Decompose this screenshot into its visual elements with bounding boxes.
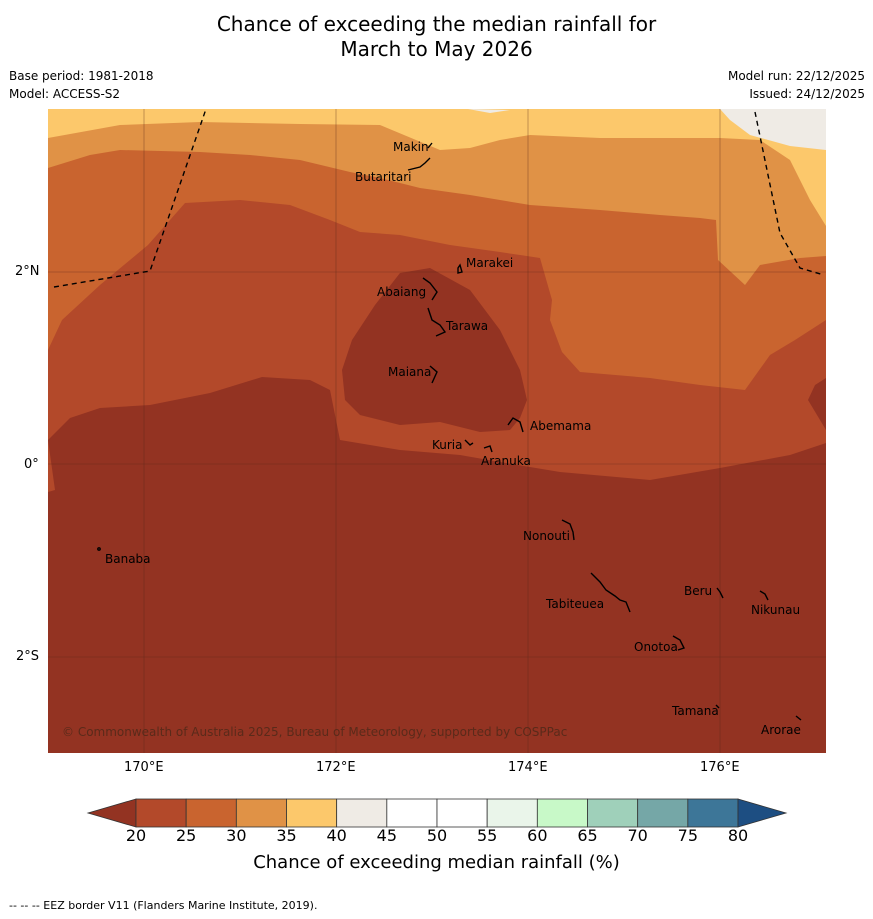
label-abemama: Abemama bbox=[530, 419, 591, 433]
label-tarawa: Tarawa bbox=[445, 319, 488, 333]
colorbar-tick-label: 50 bbox=[426, 826, 448, 845]
eez-footer-note: -- -- -- EEZ border V11 (Flanders Marine… bbox=[9, 899, 318, 912]
label-onotoa: Onotoa bbox=[634, 640, 678, 654]
region-below-20-inner bbox=[342, 268, 527, 432]
colorbar-segment bbox=[235, 798, 287, 828]
eez-border bbox=[53, 109, 825, 288]
colorbar-segment bbox=[587, 798, 639, 828]
colorbar-over-arrow bbox=[737, 798, 788, 828]
colorbar-segment bbox=[436, 798, 488, 828]
colorbar-tick-label: 55 bbox=[476, 826, 498, 845]
island-nonouti-shape bbox=[561, 519, 575, 541]
island-tamana-shape bbox=[715, 704, 720, 709]
eez-border-west bbox=[53, 109, 207, 288]
y-tick-2s: 2°S bbox=[16, 649, 40, 664]
label-makin: Makin bbox=[393, 140, 429, 154]
colorbar-tick-label: 80 bbox=[727, 826, 749, 845]
region-30-35 bbox=[48, 109, 826, 285]
grid-lines bbox=[48, 109, 826, 753]
copyright-text: © Commonwealth of Australia 2025, Bureau… bbox=[62, 725, 567, 739]
label-tabiteuea: Tabiteuea bbox=[545, 597, 604, 611]
island-abemama-shape bbox=[507, 417, 524, 433]
colorbar-segment bbox=[386, 798, 438, 828]
label-banaba: Banaba bbox=[105, 552, 151, 566]
region-20-25-west bbox=[48, 440, 55, 492]
colorbar-tick-label: 35 bbox=[276, 826, 297, 845]
region-35-40-top bbox=[48, 109, 200, 114]
meta-left: Base period: 1981-2018 Model: ACCESS-S2 bbox=[9, 67, 154, 103]
x-tick-176e: 176°E bbox=[700, 760, 740, 775]
island-tabiteuea-shape bbox=[590, 572, 631, 613]
colorbar-segment bbox=[637, 798, 689, 828]
colorbar-tick-label: 60 bbox=[527, 826, 548, 845]
map-title-line1: Chance of exceeding the median rainfall … bbox=[216, 12, 657, 36]
label-nonouti: Nonouti bbox=[523, 529, 570, 543]
x-tick-172e: 172°E bbox=[316, 760, 356, 775]
island-abaiang-shape bbox=[422, 277, 438, 301]
colorbar-tick-label: 25 bbox=[175, 826, 197, 845]
island-marakei-shape bbox=[457, 263, 463, 274]
model-run-text: Model run: 22/12/2025 bbox=[727, 69, 865, 83]
issued-text: Issued: 24/12/2025 bbox=[749, 87, 865, 101]
colorbar-segment bbox=[536, 798, 588, 828]
model-text: Model: ACCESS-S2 bbox=[9, 87, 121, 101]
colorbar-tick-label: 75 bbox=[677, 826, 698, 845]
island-nikunau-shape bbox=[759, 590, 769, 601]
region-40-45 bbox=[720, 109, 826, 150]
colorbar-segment bbox=[135, 798, 187, 828]
colorbar-tick-label: 40 bbox=[326, 826, 347, 845]
label-arorae: Arorae bbox=[761, 723, 801, 737]
label-aranuka: Aranuka bbox=[481, 454, 531, 468]
label-marakei: Marakei bbox=[466, 256, 513, 270]
colorbar-segment bbox=[687, 798, 739, 828]
island-maiana-shape bbox=[429, 365, 438, 384]
island-makin-shape bbox=[427, 142, 433, 149]
colorbar bbox=[86, 798, 788, 828]
island-tarawa-shape bbox=[427, 307, 447, 337]
island-beru-shape bbox=[716, 587, 724, 599]
label-beru: Beru bbox=[684, 584, 712, 598]
y-tick-0: 0° bbox=[24, 457, 39, 472]
region-below-20-east bbox=[808, 378, 826, 430]
island-kuria-shape bbox=[464, 439, 474, 446]
colorbar-segments bbox=[135, 798, 739, 828]
label-tamana: Tamana bbox=[671, 704, 719, 718]
islands bbox=[97, 142, 802, 721]
label-nikunau: Nikunau bbox=[751, 603, 800, 617]
x-tick-170e: 170°E bbox=[124, 760, 164, 775]
region-40-45-top bbox=[468, 109, 510, 113]
colorbar-tick-label: 70 bbox=[627, 826, 648, 845]
y-tick-2n: 2°N bbox=[15, 264, 40, 279]
colorbar-title: Chance of exceeding median rainfall (%) bbox=[253, 852, 620, 873]
island-labels: Makin Butaritari Marakei Abaiang Tarawa … bbox=[105, 140, 801, 737]
colorbar-segment bbox=[185, 798, 237, 828]
base-period-text: Base period: 1981-2018 bbox=[9, 69, 154, 83]
label-maiana: Maiana bbox=[388, 365, 431, 379]
colorbar-tick-label: 30 bbox=[226, 826, 247, 845]
label-butaritari: Butaritari bbox=[355, 170, 412, 184]
map-title-line2: March to May 2026 bbox=[340, 37, 533, 61]
colorbar-under-arrow bbox=[86, 798, 137, 828]
island-banaba-shape bbox=[97, 547, 101, 551]
label-abaiang: Abaiang bbox=[377, 285, 426, 299]
island-arorae-shape bbox=[795, 715, 802, 721]
label-kuria: Kuria bbox=[432, 438, 463, 452]
island-aranuka-shape bbox=[483, 445, 493, 453]
probability-regions: Makin Butaritari Marakei Abaiang Tarawa … bbox=[48, 109, 826, 753]
x-tick-174e: 174°E bbox=[508, 760, 548, 775]
island-butaritari-shape bbox=[407, 157, 431, 171]
colorbar-segment bbox=[286, 798, 338, 828]
meta-right: Model run: 22/12/2025 Issued: 24/12/2025 bbox=[728, 67, 865, 103]
colorbar-tick-label: 65 bbox=[577, 826, 598, 845]
colorbar-segment bbox=[336, 798, 388, 828]
colorbar-tick-label: 20 bbox=[125, 826, 147, 845]
map-title: Chance of exceeding the median rainfall … bbox=[0, 12, 873, 62]
colorbar-segment bbox=[486, 798, 538, 828]
island-onotoa-shape bbox=[672, 635, 685, 651]
colorbar-tick-label: 45 bbox=[376, 826, 397, 845]
